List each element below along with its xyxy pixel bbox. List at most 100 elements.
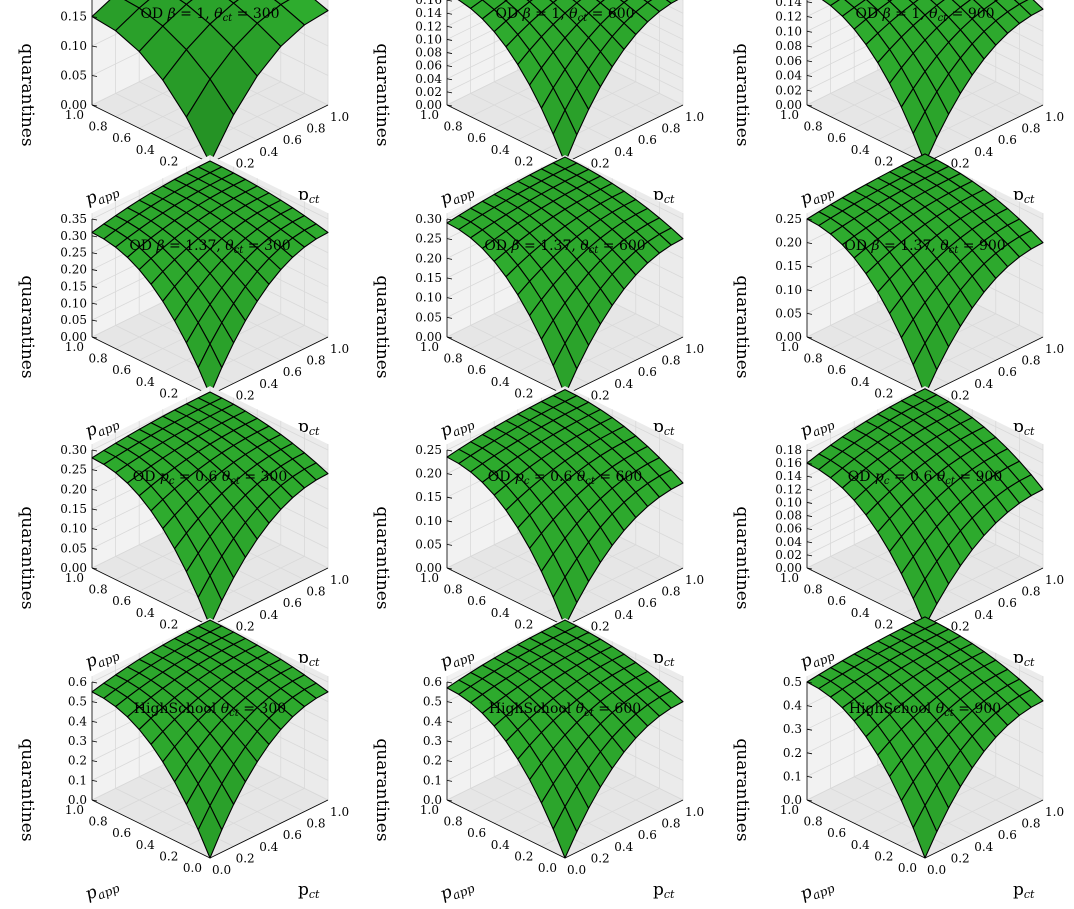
surface-cell xyxy=(228,0,239,4)
z-tick-label: 0.25 xyxy=(415,232,442,246)
z-tick-mark xyxy=(806,60,813,63)
x-tick-label: 1.0 xyxy=(65,803,84,817)
x-tick-label: 0.2 xyxy=(159,849,178,863)
z-tick-label: 0.02 xyxy=(775,83,802,97)
z-tick-mark xyxy=(446,473,453,475)
z-tick-label: 0.00 xyxy=(60,330,87,344)
z-tick-mark xyxy=(446,0,453,2)
surface-mesh xyxy=(821,0,1044,164)
x-tick-label: 0.4 xyxy=(851,606,870,620)
axes: 0.000.020.040.060.080.100.120.140.160.18… xyxy=(415,0,704,182)
z-axis-label: quarantines xyxy=(17,275,37,378)
x-tick-label: 0.6 xyxy=(467,363,486,377)
z-tick-label: 0.0 xyxy=(68,793,87,807)
chart-title: OD pc = 0.6 θct = 900 xyxy=(848,469,1003,487)
z-tick-mark xyxy=(446,65,453,68)
surface-cell xyxy=(912,342,938,396)
z-tick-label: 0.02 xyxy=(415,85,442,99)
grid-line xyxy=(446,0,684,53)
surface-panel-5: 0.000.050.100.150.200.250.300.00.20.40.6… xyxy=(372,155,704,442)
x-axis xyxy=(91,336,211,396)
y-tick-label: 0.4 xyxy=(614,377,633,391)
z-tick-mark xyxy=(806,30,813,33)
y-tick-label: 1.0 xyxy=(685,342,704,356)
z-tick-label: 0.00 xyxy=(415,561,442,575)
z-tick-mark xyxy=(806,16,813,18)
z-tick-label: 0.15 xyxy=(60,10,87,24)
x-tick-label: 0.8 xyxy=(89,352,108,366)
y-tick-label: 0.8 xyxy=(306,122,325,136)
z-tick-label: 0.16 xyxy=(775,456,802,470)
z-tick-mark xyxy=(806,567,813,570)
chart-title: OD β = 1, θct = 900 xyxy=(855,6,994,24)
z-tick-mark xyxy=(446,701,453,704)
surface-cell xyxy=(908,0,919,4)
z-tick-mark xyxy=(806,475,813,478)
z-axis-label: quarantines xyxy=(17,506,37,609)
z-tick-mark xyxy=(446,799,453,802)
z-tick-mark xyxy=(91,252,98,255)
z-tick-label: 0.12 xyxy=(415,19,442,33)
z-tick-label: 0.15 xyxy=(415,490,442,504)
z-tick-mark xyxy=(91,547,98,550)
y-tick-label: 0.4 xyxy=(614,608,633,622)
x-tick-label: 1.0 xyxy=(780,803,799,817)
z-tick-mark xyxy=(806,265,813,268)
y-axis-label: pct xyxy=(1013,880,1035,901)
z-tick-mark xyxy=(446,25,453,28)
z-tick-mark xyxy=(446,520,453,523)
z-tick-mark xyxy=(446,257,453,260)
z-tick-mark xyxy=(91,567,98,570)
y-tick-label: 0.4 xyxy=(974,608,993,622)
z-tick-label: 0.20 xyxy=(415,467,442,481)
x-axis-label: papp xyxy=(437,873,477,906)
z-tick-label: 0.1 xyxy=(423,773,442,787)
x-tick-label: 0.4 xyxy=(851,838,870,852)
x-axis xyxy=(806,799,926,859)
y-tick-label: 1.0 xyxy=(330,110,349,124)
x-tick-label: 0.8 xyxy=(89,583,108,597)
z-tick-mark xyxy=(91,528,98,531)
surface-cell xyxy=(552,342,578,396)
surface-cell xyxy=(552,576,578,627)
x-tick-label: 0.8 xyxy=(444,352,463,366)
chart-title: HighSchool θct​ = 900 xyxy=(849,701,1001,719)
z-tick-mark xyxy=(91,701,98,704)
z-tick-mark xyxy=(91,104,98,107)
chart-title: OD β = 1.37, θct = 300 xyxy=(129,238,290,256)
y-tick-label: 0.6 xyxy=(998,365,1017,379)
y-tick-label: 0.4 xyxy=(614,145,633,159)
z-tick-mark xyxy=(91,319,98,322)
surface-mesh xyxy=(457,0,679,164)
z-tick-mark xyxy=(91,218,98,221)
x-tick-label: 1.0 xyxy=(420,340,439,354)
chart-title: OD β = 1.37, θct = 600 xyxy=(484,238,645,256)
x-tick-label: 0.4 xyxy=(136,375,155,389)
z-tick-label: 0.10 xyxy=(775,24,802,38)
y-axis xyxy=(209,104,329,164)
surface-cell xyxy=(197,343,223,396)
y-tick-label: 0.8 xyxy=(1021,817,1040,831)
z-tick-mark xyxy=(446,740,453,743)
y-tick-label: 0.8 xyxy=(1021,354,1040,368)
y-tick-label: 0.2 xyxy=(951,156,970,170)
z-axis-label: quarantines xyxy=(372,43,392,146)
z-tick-label: 0.0 xyxy=(783,793,802,807)
axes: 0.000.020.040.060.080.100.120.140.160.18… xyxy=(775,443,1064,645)
x-tick-label: 1.0 xyxy=(780,340,799,354)
y-tick-label: 1.0 xyxy=(330,805,349,819)
z-tick-mark xyxy=(91,681,98,684)
z-tick-mark xyxy=(446,78,453,81)
y-tick-label: 0.8 xyxy=(306,585,325,599)
z-tick-mark xyxy=(446,104,453,107)
y-tick-label: 0.6 xyxy=(283,133,302,147)
y-tick-label: 1.0 xyxy=(1045,805,1064,819)
x-tick-label: 0.4 xyxy=(136,143,155,157)
z-tick-mark xyxy=(91,720,98,723)
x-axis xyxy=(446,336,566,396)
y-axis xyxy=(564,799,684,859)
z-tick-mark xyxy=(446,681,453,684)
x-tick-label: 0.6 xyxy=(467,594,486,608)
z-tick-mark xyxy=(446,297,453,300)
